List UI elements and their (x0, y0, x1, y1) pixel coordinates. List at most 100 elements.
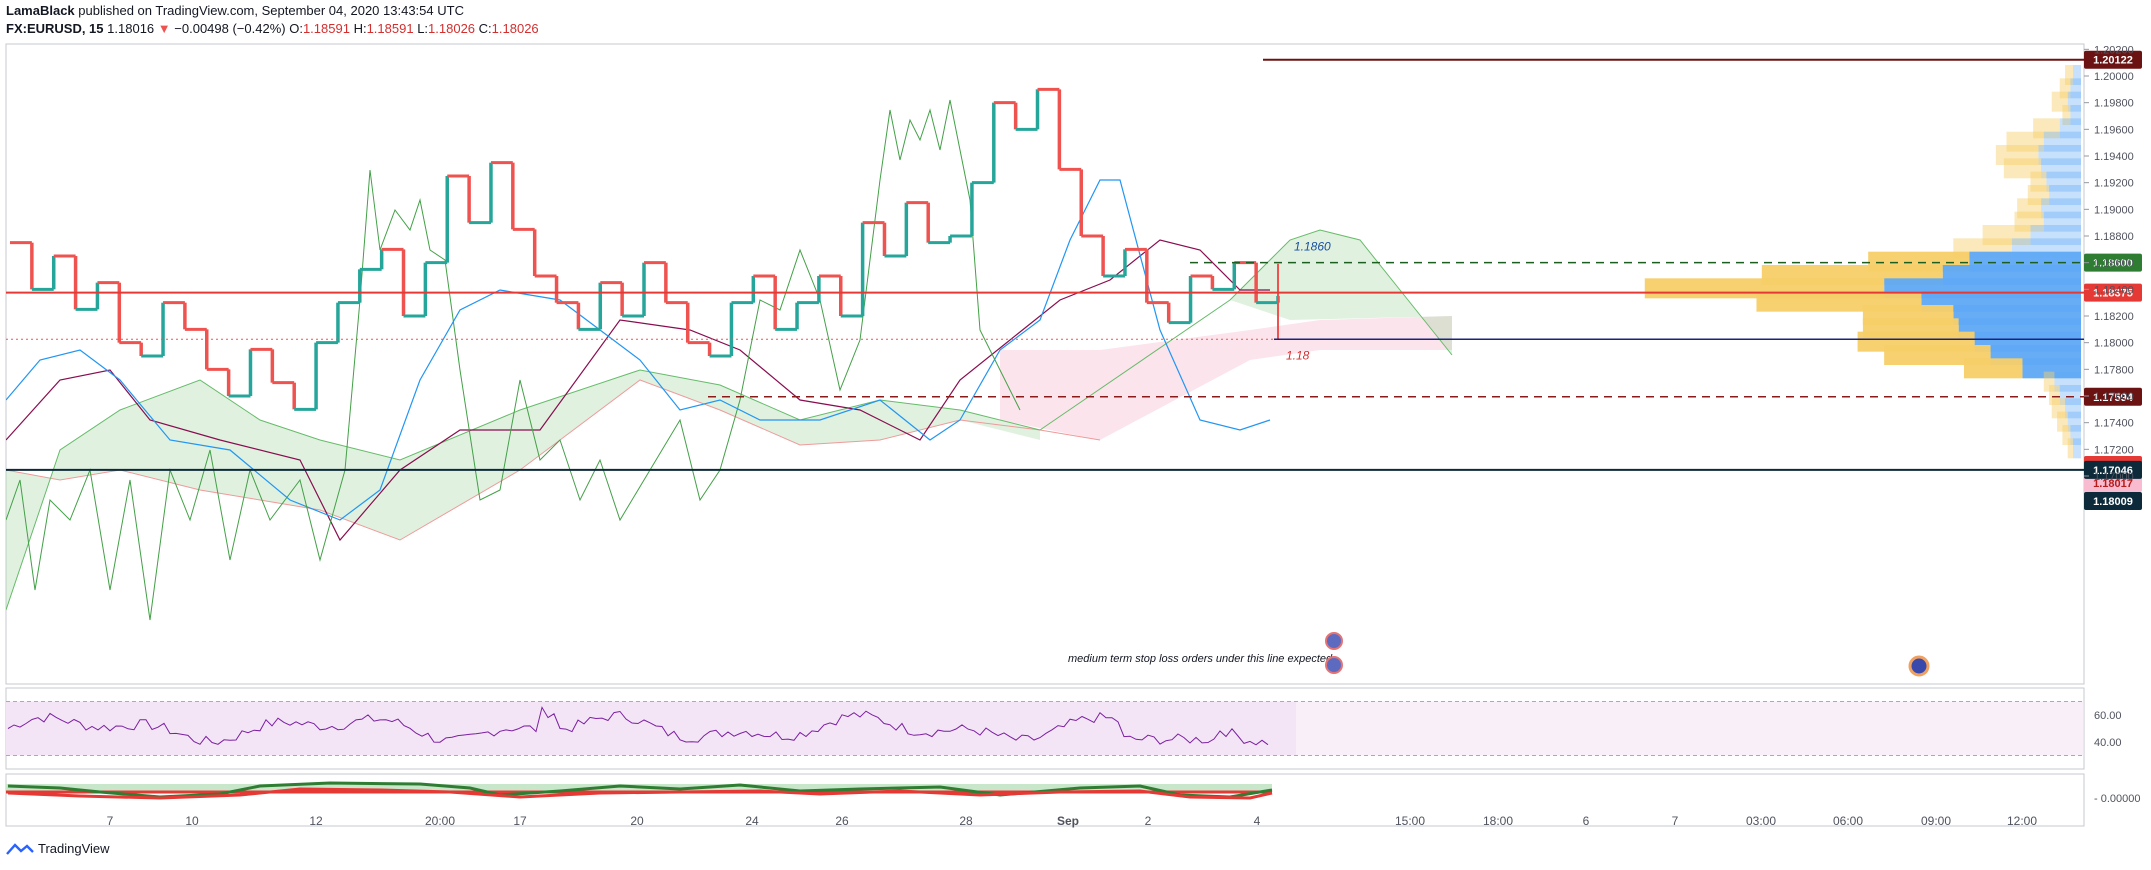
publish-info: LamaBlack published on TradingView.com, … (6, 3, 464, 18)
oscillator-main-line (7, 787, 1273, 800)
x-tick-label: 20:00 (425, 814, 455, 828)
price-badge-label: 1.18009 (2093, 496, 2133, 508)
volume-profile-up (2059, 384, 2081, 405)
price-badge (2084, 387, 2142, 406)
rsi-band (6, 701, 1296, 756)
price-badge (2084, 253, 2142, 272)
symbol-legend: FX:EURUSD, 15 1.18016 ▼ −0.00498 (−0.42%… (6, 21, 539, 36)
low-label: L: (417, 21, 429, 36)
volume-profile-down (2051, 398, 2066, 419)
x-tick-label: 2 (1145, 814, 1152, 828)
y-tick-label: 1.19600 (2094, 124, 2134, 136)
x-tick-label: 4 (1254, 814, 1261, 828)
volume-profile-down (1963, 358, 2023, 379)
low-value: 1.18026 (428, 21, 476, 36)
volume-profile-down (2059, 78, 2071, 99)
x-tick-label: 28 (959, 814, 973, 828)
x-tick-label: 26 (835, 814, 849, 828)
x-tick-label: 7 (107, 814, 114, 828)
volume-profile-down (2051, 91, 2068, 112)
volume-profile-up (2030, 224, 2081, 245)
x-tick-label: 09:00 (1921, 814, 1951, 828)
volume-profile-up (2067, 91, 2081, 112)
open-value: 1.18591 (302, 21, 350, 36)
author-name[interactable]: LamaBlack (6, 3, 75, 18)
x-tick-label: 7 (1672, 814, 1679, 828)
down-arrow-icon: ▼ (157, 21, 171, 36)
volume-profile-up (2067, 411, 2081, 432)
kumo-cloud-bearish (1000, 316, 1452, 440)
tenkan-sen-line (6, 179, 1271, 521)
y-tick-label: 1.17000 (2094, 471, 2134, 483)
kumo-cloud-bullish (6, 370, 1040, 610)
oscillator-tick-label: - 0.00000 (2094, 793, 2140, 805)
volume-profile-up (2070, 424, 2081, 445)
y-tick-label: 1.18000 (2094, 338, 2134, 350)
x-tick-label: 03:00 (1746, 814, 1776, 828)
price-badge (2084, 283, 2142, 302)
price-badge-label: 1.20122 (2093, 55, 2133, 67)
volume-profile-down (2067, 438, 2074, 459)
price-badge-label: 1.17594 (2093, 392, 2134, 404)
price-badge (2084, 492, 2142, 510)
high-label: H: (353, 21, 367, 36)
y-tick-label: 1.19800 (2094, 98, 2134, 110)
volume-profile-up (2022, 358, 2081, 379)
volume-profile-down (2014, 211, 2044, 232)
rsi-line (7, 706, 1269, 746)
volume-profile-down (1982, 224, 2031, 245)
open-label: O: (289, 21, 303, 36)
volume-profile-up (2041, 158, 2081, 179)
y-tick-label: 1.19400 (2094, 151, 2134, 163)
x-tick-label: 20 (630, 814, 644, 828)
x-tick-label: 06:00 (1833, 814, 1863, 828)
volume-profile-down (1995, 144, 2039, 165)
tradingview-icon (6, 842, 34, 855)
price-badge (2084, 460, 2142, 479)
volume-profile-up (2070, 104, 2081, 125)
volume-profile-up (2046, 171, 2081, 192)
volume-profile-down (2006, 131, 2044, 152)
volume-profile-up (2073, 438, 2081, 459)
y-tick-label: 1.19000 (2094, 204, 2134, 216)
high-value: 1.18591 (366, 21, 414, 36)
volume-profile-down (2049, 384, 2060, 405)
tradingview-logo[interactable]: TradingView (6, 841, 110, 856)
volume-profile-up (2070, 78, 2081, 99)
publish-date: published on TradingView.com, September … (78, 3, 464, 18)
y-tick-label: 1.19200 (2094, 178, 2134, 190)
y-tick-label: 1.17600 (2094, 391, 2134, 403)
volume-profile-down (2062, 104, 2071, 125)
volume-profile-down (2065, 65, 2074, 85)
volume-profile-up (2054, 371, 2081, 392)
symbol-name[interactable]: FX:EURUSD, 15 (6, 21, 104, 36)
price-badge (2084, 50, 2142, 69)
volume-profile-up (2041, 198, 2081, 219)
x-tick-label: 18:00 (1483, 814, 1513, 828)
volume-profile-down (2027, 184, 2050, 205)
volume-profile-up (2043, 211, 2081, 232)
volume-profile-down (2062, 424, 2071, 445)
volume-profile-down (2030, 171, 2047, 192)
price-badge-label: 1.18017 (2093, 478, 2133, 490)
volume-profile-up (2049, 184, 2081, 205)
y-tick-label: 1.20200 (2094, 44, 2134, 56)
chikou-span-line (6, 99, 1021, 621)
close-value: 1.18026 (491, 21, 539, 36)
senkou-span-a (6, 229, 1453, 611)
rsi-band-future (1296, 701, 2084, 756)
rsi-tick-label: 40.00 (2094, 737, 2122, 749)
x-tick-label: 15:00 (1395, 814, 1425, 828)
y-tick-label: 1.17800 (2094, 364, 2134, 376)
volume-profile-up (2043, 131, 2081, 152)
volume-profile-down (2057, 411, 2068, 432)
main-pane (5, 43, 2085, 685)
volume-profile-down (2043, 371, 2055, 392)
annotation-stop-loss: medium term stop loss orders under this … (1068, 653, 1333, 665)
volume-profile-up (2059, 118, 2081, 139)
y-tick-label: 1.18400 (2094, 284, 2134, 296)
volume-profile-up (2073, 65, 2081, 85)
rsi-tick-label: 60.00 (2094, 710, 2122, 722)
y-tick-label: 1.20000 (2094, 71, 2134, 83)
